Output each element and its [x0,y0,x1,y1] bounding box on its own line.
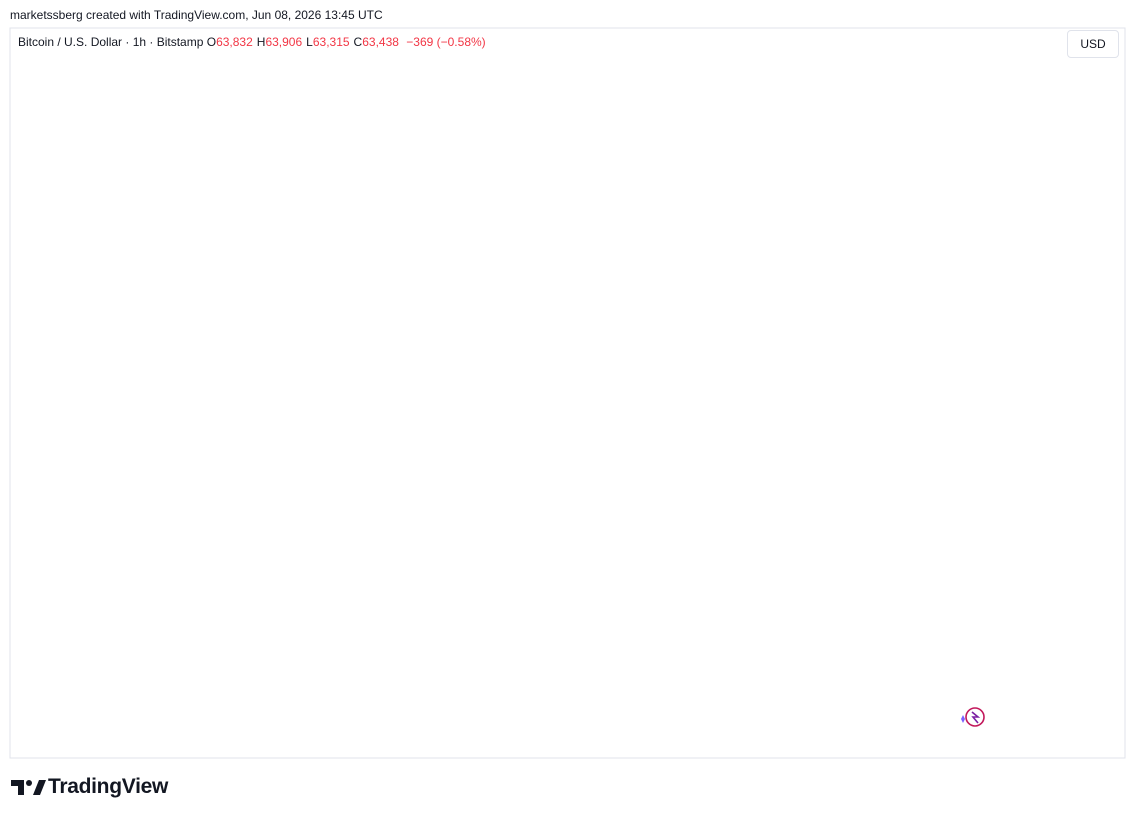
sparkle-icon [961,707,985,727]
ohlc-label: L [306,35,313,49]
ohlc-label: O [206,35,217,49]
ohlc-label: H [256,35,266,49]
symbol-header: Bitcoin / U.S. Dollar · 1h · Bitstamp O6… [18,35,498,49]
ohlc-value: 63,438 [362,35,399,49]
currency-button[interactable]: USD [1067,30,1119,58]
chart-frame [9,27,1126,759]
ohlc-label: C [353,35,363,49]
brand-logo [11,780,46,795]
brand: TradingView [48,775,169,798]
ohlc-value: 63,832 [216,35,253,49]
caption: marketssberg created with TradingView.co… [10,8,383,22]
ohlc-value: 63,315 [312,35,350,49]
change: −369 (−0.58%) [406,35,486,49]
symbol: Bitcoin / U.S. Dollar · 1h · Bitstamp [18,35,204,49]
ohlc-value: 63,906 [265,35,303,49]
ohlc: O63,832 H63,906 L63,315 C63,438 [207,35,403,49]
